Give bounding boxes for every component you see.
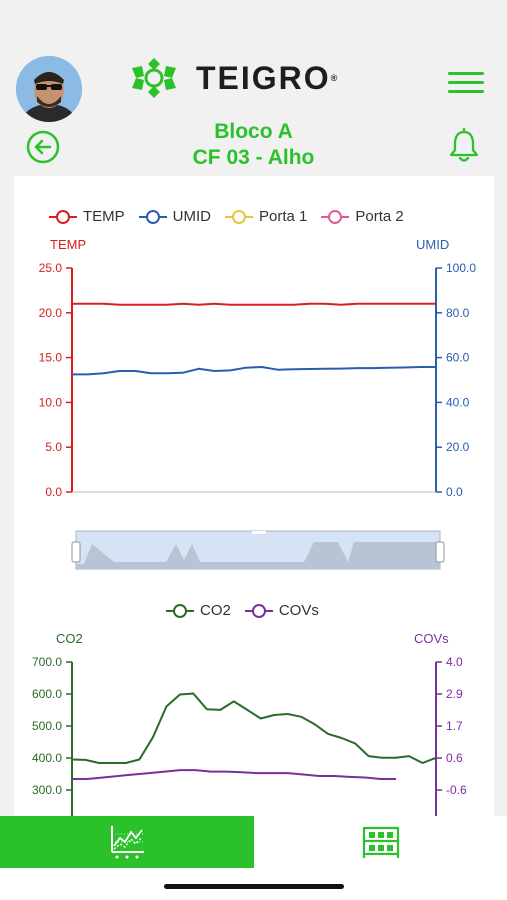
left-tick-label: 600.0 xyxy=(32,687,62,701)
legend-label-covs: COVs xyxy=(278,602,319,619)
avatar[interactable] xyxy=(16,56,82,122)
left-tick-label: 15.0 xyxy=(39,351,63,365)
chart1-temp-umid[interactable]: 25.0 20.0 15.0 10.0 5.0 0.0 100.0 80.0 60.0 40.0 2… xyxy=(14,176,494,506)
series-line-temp xyxy=(72,302,436,306)
teigro-logo-icon xyxy=(132,58,176,98)
range-slider-left-handle[interactable] xyxy=(71,541,81,563)
chart1-right-axis-name: UMID xyxy=(416,237,450,252)
arrow-left-circle-icon xyxy=(26,130,60,164)
range-slider-grip[interactable] xyxy=(252,531,266,534)
chart2-co2-covs[interactable]: 700.0 600.0 500.0 400.0 300.0 4.0 2.9 1.7 0.6 -0.… xyxy=(14,176,494,816)
legend-marker-porta2 xyxy=(321,209,350,224)
left-tick-label: 700.0 xyxy=(32,655,62,669)
legend-label-temp: TEMP xyxy=(83,208,125,225)
right-tick-label: -0.6 xyxy=(446,783,467,797)
right-tick-label: 2.9 xyxy=(446,687,463,701)
tab-storage[interactable] xyxy=(254,816,507,868)
content-area: TEMP UMID Porta 1 Porta 2 TEMP UMID 25.0… xyxy=(0,176,507,816)
back-button[interactable] xyxy=(26,130,60,164)
right-tick-label: 40.0 xyxy=(446,395,470,409)
legend-marker-covs xyxy=(244,603,273,618)
legend-marker-temp xyxy=(49,209,77,224)
brand-logo: TEIGRO® xyxy=(128,56,378,100)
chart1-left-axis-name: TEMP xyxy=(50,237,87,252)
range-slider-preview xyxy=(76,542,440,569)
left-tick-label: 5.0 xyxy=(45,440,62,454)
hamburger-menu-icon xyxy=(448,72,484,75)
series-line-co2 xyxy=(71,692,437,764)
series-line-covs xyxy=(72,769,396,780)
legend-marker-co2 xyxy=(166,603,194,618)
charts-card: TEMP UMID Porta 1 Porta 2 TEMP UMID 25.0… xyxy=(14,176,494,816)
series-line-umid xyxy=(72,366,436,376)
legend-item-umid[interactable]: UMID xyxy=(138,208,211,225)
right-tick-label: 4.0 xyxy=(446,655,463,669)
bottom-nav xyxy=(0,816,507,868)
bell-icon xyxy=(449,127,479,162)
legend-label-co2: CO2 xyxy=(200,602,231,619)
tab-charts[interactable] xyxy=(0,816,254,868)
legend-marker-umid xyxy=(138,209,167,224)
storage-rack-icon xyxy=(362,826,399,858)
app-header: TEIGRO® Bloco A CF 03 - Alho xyxy=(0,50,507,176)
status-bar xyxy=(0,0,507,50)
chart2-left-axis-name: CO2 xyxy=(56,631,83,646)
legend-label-umid: UMID xyxy=(172,208,211,225)
legend-item-covs[interactable]: COVs xyxy=(244,602,319,619)
chart2-legend: CO2 COVs xyxy=(166,602,319,619)
right-tick-label: 20.0 xyxy=(446,440,470,454)
left-tick-label: 500.0 xyxy=(32,719,62,733)
left-tick-label: 25.0 xyxy=(39,261,63,275)
right-tick-label: 100.0 xyxy=(446,261,476,275)
chart2-right-axis-name: COVs xyxy=(414,631,449,646)
page-title-chamber: CF 03 - Alho xyxy=(192,146,315,169)
chart1-range-slider[interactable] xyxy=(14,528,494,572)
range-slider-right-handle[interactable] xyxy=(435,541,445,563)
avatar-photo xyxy=(16,56,82,122)
home-indicator xyxy=(164,884,344,889)
legend-item-porta2[interactable]: Porta 2 xyxy=(321,208,404,225)
left-tick-label: 0.0 xyxy=(45,485,62,499)
right-tick-label: 80.0 xyxy=(446,306,470,320)
brand-name: TEIGRO® xyxy=(196,60,338,96)
left-tick-label: 10.0 xyxy=(39,395,63,409)
notifications-button[interactable] xyxy=(447,127,481,164)
right-tick-label: 1.7 xyxy=(446,719,463,733)
left-tick-label: 400.0 xyxy=(32,751,62,765)
legend-item-temp[interactable]: TEMP xyxy=(49,208,125,225)
legend-label-porta1: Porta 1 xyxy=(259,208,308,225)
legend-marker-porta1 xyxy=(225,209,253,224)
legend-item-co2[interactable]: CO2 xyxy=(166,602,231,619)
line-chart-icon xyxy=(111,826,144,859)
menu-button[interactable] xyxy=(448,72,484,94)
left-tick-label: 20.0 xyxy=(39,306,63,320)
chart1-legend: TEMP UMID Porta 1 Porta 2 xyxy=(49,208,404,225)
right-tick-label: 0.6 xyxy=(446,751,463,765)
right-tick-label: 0.0 xyxy=(446,485,463,499)
right-tick-label: 60.0 xyxy=(446,351,470,365)
legend-label-porta2: Porta 2 xyxy=(355,208,404,225)
legend-item-porta1[interactable]: Porta 1 xyxy=(225,208,307,225)
page-title-block: Bloco A xyxy=(214,120,293,143)
left-tick-label: 300.0 xyxy=(32,783,62,797)
